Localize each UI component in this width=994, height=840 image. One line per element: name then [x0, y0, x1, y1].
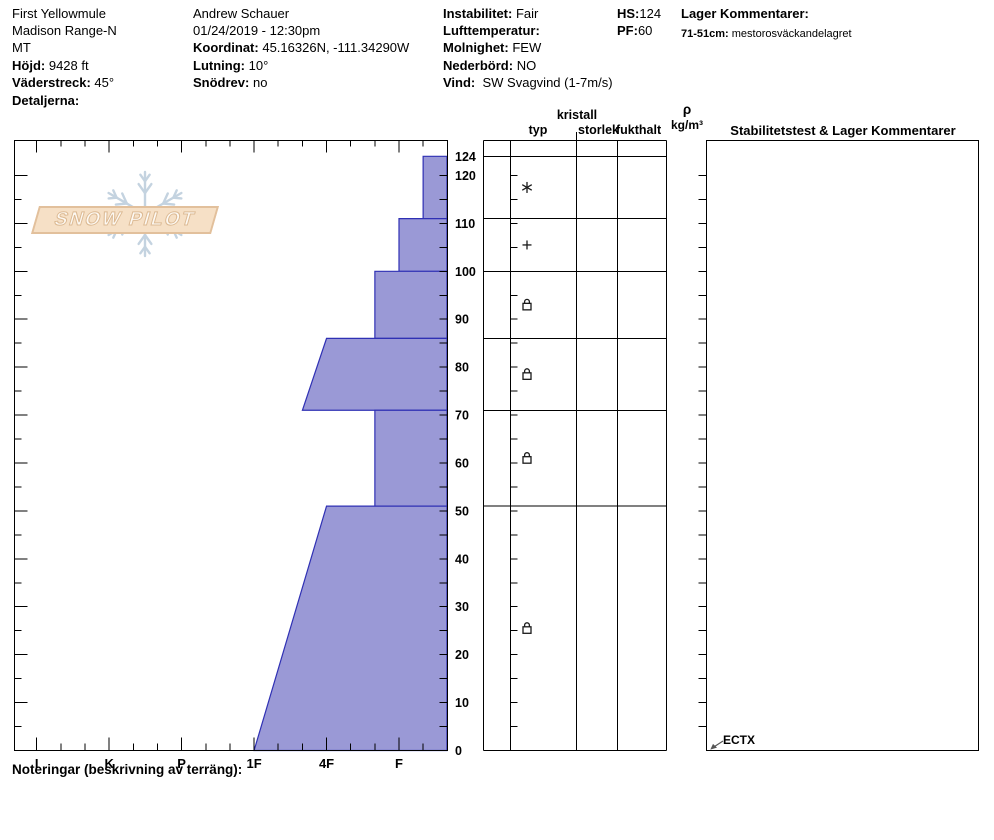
observer-name: Andrew Schauer: [193, 6, 290, 21]
depth-tick-label: 20: [455, 648, 469, 662]
observation-datetime: 01/24/2019 - 12:30pm: [193, 23, 321, 38]
snow-layer-3: [301, 337, 448, 411]
hardness-plot-frame: [13, 139, 449, 752]
pit-depth-field: PF:60: [617, 23, 653, 38]
stability-test-label: ECTX: [723, 733, 756, 747]
snow-layer-5: [253, 505, 448, 752]
coordinates-field: Koordinat: 45.16326N, -111.34290W: [193, 40, 410, 55]
depth-tick-label: 10: [455, 696, 469, 710]
notes-heading: Noteringar (beskrivning av terräng):: [12, 762, 243, 777]
comments-box: [705, 139, 980, 752]
layer-comment-item: 71-51cm: mestorosväckandelagret: [681, 28, 852, 40]
depth-tick-label: 60: [455, 456, 469, 470]
depth-tick-label: 40: [455, 552, 469, 566]
elevation-field: Höjd: 9428 ft: [12, 58, 89, 73]
stability-column-header: Stabilitetstest & Lager Kommentarer: [730, 123, 956, 138]
depth-tick-label: 90: [455, 313, 469, 327]
mountain-range: Madison Range-N: [12, 23, 117, 38]
snow-layer-2: [374, 270, 448, 339]
lock-crystal-icon: [522, 452, 532, 464]
kristall-column-header: kristall: [556, 108, 598, 122]
depth-tick-label: 0: [455, 744, 462, 758]
drifting-snow-field: Snödrev: no: [193, 75, 268, 90]
depth-tick-label: 124: [455, 150, 476, 164]
slope-angle-field: Lutning: 10°: [193, 58, 269, 73]
depth-tick-label: 70: [455, 409, 469, 423]
depth-tick-label: 110: [455, 217, 475, 231]
pit-name: First Yellowmule: [12, 6, 106, 21]
depth-tick-label: 100: [455, 265, 476, 279]
snowpilot-logo: SNOW PILOT: [30, 168, 220, 263]
snow-height-field: HS:124: [617, 6, 662, 21]
hardness-tick-label: 4F: [319, 756, 334, 771]
depth-tick-label: 120: [455, 169, 476, 183]
typ-column-header: typ: [528, 123, 548, 137]
wind-field: Vind: SW Svagvind (1-7m/s): [443, 75, 613, 90]
hardness-tick-label: P: [177, 756, 186, 771]
snow-layer-4: [374, 409, 448, 507]
details-field: Detaljerna:: [12, 93, 80, 108]
cloud-cover-field: Molnighet: FEW: [443, 40, 542, 55]
lock-crystal-icon: [522, 622, 532, 634]
lock-crystal-icon: [522, 298, 532, 311]
density-unit-header: kg/m³: [670, 118, 703, 132]
density-symbol-header: ρ: [682, 102, 692, 117]
snow-layer-1: [398, 217, 448, 272]
depth-tick-label: 80: [455, 361, 469, 375]
precipitation-field: Nederbörd: NO: [443, 58, 537, 73]
fukthalt-column-header: fukthalt: [616, 123, 662, 137]
hardness-tick-label: 1F: [246, 756, 261, 771]
state: MT: [12, 40, 31, 55]
air-temperature-field: Lufttemperatur:: [443, 23, 540, 38]
snow-layer-0: [422, 155, 448, 220]
hardness-tick-label: F: [395, 756, 403, 771]
hardness-tick-label: K: [104, 756, 114, 771]
depth-tick-label: 30: [455, 600, 469, 614]
aspect-field: Väderstreck: 45°: [12, 75, 115, 90]
plus-crystal-icon: [522, 240, 532, 250]
hardness-tick-label: I: [35, 756, 39, 771]
lock-crystal-icon: [522, 368, 532, 380]
layer-comments-heading: Lager Kommentarer:: [681, 6, 809, 21]
instability-field: Instabilitet: Fair: [443, 6, 539, 21]
storlek-column-header: storlek: [578, 123, 619, 137]
depth-tick-label: 50: [455, 504, 469, 518]
star-crystal-icon: [521, 181, 533, 193]
ectx-arrow-head: [710, 743, 717, 750]
